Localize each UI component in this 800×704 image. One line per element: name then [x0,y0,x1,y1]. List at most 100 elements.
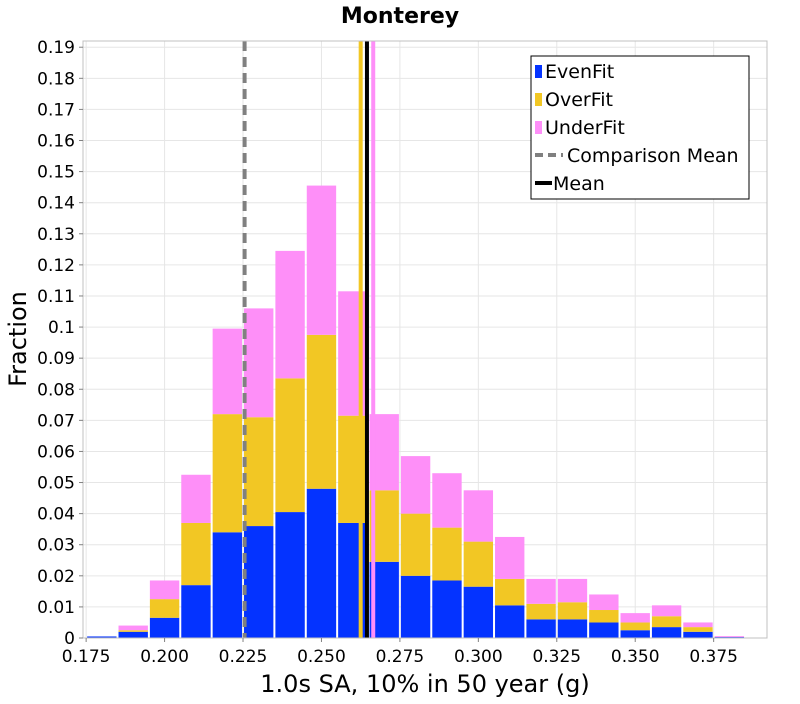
y-tick-label-18: 0.18 [37,69,75,89]
bar-underfit-7 [306,185,337,335]
y-tick-label-11: 0.11 [37,287,75,307]
bar-underfit-2 [149,580,180,600]
bar-underfit-13 [495,536,525,579]
y-tick-label-16: 0.16 [37,132,75,152]
y-tick-label-6: 0.06 [37,442,75,462]
bar-underfit-3 [181,474,211,523]
x-tick-label-8: 0.375 [689,647,738,667]
bar-overfit-12 [463,541,494,587]
legend-item-comparison-mean: Comparison Mean [535,145,739,167]
x-tick-label-6: 0.325 [532,647,581,667]
bar-evenfit-1 [118,631,148,638]
y-tick-label-4: 0.04 [37,505,75,525]
bar-overfit-7 [306,334,337,489]
bar-evenfit-19 [683,631,713,638]
legend-label-overfit: OverFit [545,89,613,111]
bar-overfit-5 [244,417,274,527]
bar-overfit-15 [557,602,588,620]
bar-evenfit-7 [306,488,337,638]
x-tick-label-5: 0.300 [454,647,503,667]
x-axis-label: 1.0s SA, 10% in 50 year (g) [260,670,589,698]
y-tick-label-1: 0.01 [37,598,75,618]
bar-overfit-2 [149,599,180,618]
bar-underfit-17 [620,613,650,623]
bar-evenfit-15 [557,619,588,638]
bar-overfit-11 [432,527,462,581]
bar-underfit-6 [275,250,305,379]
x-tick-label-1: 0.200 [140,647,189,667]
legend-swatch-overfit [535,93,542,106]
y-tick-label-7: 0.07 [37,411,75,431]
bar-overfit-14 [526,603,556,620]
y-tick-label-17: 0.17 [37,100,75,120]
mean-lines [242,41,376,638]
bar-evenfit-18 [651,627,682,638]
plot-frame [82,40,768,639]
bar-underfit-16 [589,594,619,611]
legend-box [530,55,750,200]
bar-evenfit-14 [526,619,556,638]
y-tick-label-9: 0.09 [37,349,75,369]
bar-overfit-3 [181,522,211,586]
bar-evenfit-11 [432,580,462,638]
y-tick-label-19: 0.19 [37,38,75,58]
bar-underfit-11 [432,473,462,528]
legend-item-underfit: UnderFit [535,117,625,139]
x-tick-label-7: 0.350 [611,647,660,667]
bar-underfit-15 [557,578,588,603]
legend-label-comparison-mean: Comparison Mean [567,145,739,167]
y-tick-label-5: 0.05 [37,474,75,494]
legend-label-evenfit: EvenFit [545,61,614,83]
bar-evenfit-16 [589,622,619,638]
bar-overfit-10 [400,513,431,576]
bar-evenfit-13 [495,605,525,638]
bar-evenfit-12 [463,586,494,638]
bar-underfit-19 [683,622,713,628]
bar-underfit-14 [526,578,556,604]
bar-overfit-18 [651,616,682,628]
x-axis: 0.175 0.200 0.225 0.250 0.275 0.300 0.325 0.350… [62,638,738,667]
bar-underfit-4 [212,328,243,415]
bar-underfit-18 [651,605,682,617]
bar-evenfit-17 [620,630,650,638]
y-tick-label-12: 0.12 [37,256,75,276]
chart-title: Monterey [341,4,459,29]
bar-overfit-4 [212,414,243,533]
bar-evenfit-5 [244,526,274,638]
x-tick-label-0: 0.175 [62,647,111,667]
y-axis-label: Fraction [4,291,32,387]
bar-overfit-13 [495,578,525,606]
y-tick-label-13: 0.13 [37,225,75,245]
bar-overfit-17 [620,622,650,631]
bar-overfit-16 [589,610,619,623]
bar-evenfit-0 [87,636,117,638]
y-tick-label-14: 0.14 [37,194,75,214]
bar-evenfit-10 [400,575,431,638]
x-tick-label-3: 0.250 [297,647,346,667]
y-tick-label-10: 0.1 [48,318,75,338]
bar-underfit-10 [400,456,431,514]
bar-underfit-8 [338,291,368,416]
bar-evenfit-3 [181,585,211,638]
bar-underfit-12 [463,490,494,542]
y-tick-label-0: 0 [64,629,75,649]
bar-underfit-5 [244,308,274,418]
legend-label-underfit: UnderFit [545,117,625,139]
bar-evenfit-8 [338,522,368,638]
bar-overfit-19 [683,627,713,632]
y-axis: 0 0.01 0.02 0.03 0.04 0.05 0.06 0.07 0.08 0.09 0.1… [37,38,83,649]
y-tick-label-8: 0.08 [37,380,75,400]
legend-label-mean: Mean [553,173,605,195]
legend-item-overfit: OverFit [535,89,613,111]
bars [87,185,745,638]
legend-item-evenfit: EvenFit [535,61,614,83]
bar-evenfit-4 [212,532,243,638]
bar-underfit-20 [714,636,745,638]
legend-swatch-underfit [535,121,542,134]
legend-item-mean: Mean [535,173,605,195]
x-tick-label-4: 0.275 [376,647,425,667]
x-tick-label-2: 0.225 [219,647,268,667]
bar-overfit-6 [275,378,305,513]
